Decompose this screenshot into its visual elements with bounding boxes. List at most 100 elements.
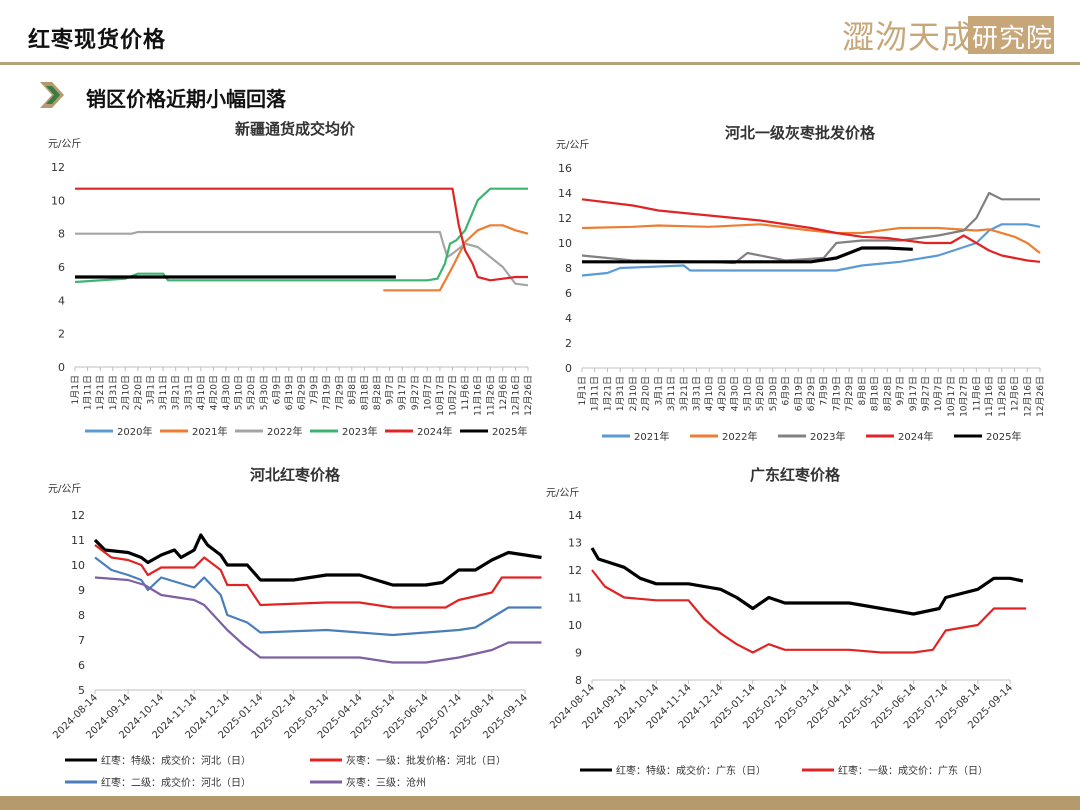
x-tick-label: 3月1日	[653, 376, 664, 405]
legend-label: 红枣：特级：成交价：广东（日）	[616, 764, 766, 777]
y-tick-label: 6	[565, 287, 572, 300]
y-tick-label: 8	[575, 674, 582, 687]
y-tick-label: 2	[565, 337, 572, 350]
x-tick-label: 5月10日	[234, 375, 245, 410]
chevron-right-icon	[40, 82, 64, 108]
x-tick-label: 10月17日	[435, 375, 446, 416]
x-tick-label: 9月7日	[385, 375, 396, 404]
x-tick-label: 5月20日	[246, 375, 257, 410]
series-line	[383, 224, 529, 292]
y-tick-label: 0	[565, 362, 572, 375]
x-tick-label: 4月10日	[196, 375, 207, 410]
x-tick-label: 1月21日	[602, 376, 613, 411]
y-tick-label: 14	[568, 509, 582, 522]
x-tick-label: 1月31日	[108, 375, 119, 410]
y-tick-label: 8	[565, 262, 572, 275]
legend-label: 2021年	[192, 425, 227, 438]
x-tick-label: 12月6日	[498, 375, 509, 410]
x-tick-label: 9月27日	[921, 376, 932, 411]
page-title: 红枣现货价格	[28, 28, 167, 53]
chart-guangdong-red-jujube-price-svg: 广东红枣价格元/公斤8910111213142024-08-142024-09-…	[546, 466, 1027, 777]
x-tick-label: 7月9日	[819, 376, 830, 405]
x-tick-label: 11月26日	[485, 375, 496, 416]
series-line	[590, 547, 1024, 616]
legend-label: 2021年	[634, 430, 669, 443]
x-tick-label: 7月29日	[844, 376, 855, 411]
y-tick-label: 13	[568, 537, 582, 550]
x-tick-label: 5月30日	[259, 375, 270, 410]
x-tick-label: 11月6日	[971, 376, 982, 411]
x-tick-label: 2月10日	[120, 375, 131, 410]
x-tick-label: 6月29日	[806, 376, 817, 411]
x-tick-label: 3月11日	[666, 376, 677, 411]
legend-label: 2023年	[342, 425, 377, 438]
x-tick-label: 12月6日	[1010, 376, 1021, 411]
x-tick-label: 10月17日	[946, 376, 957, 417]
chart-hebei-grey-jujube-price: 河北一级灰枣批发价格 元/公斤 0 2 4 6 8 10 12 14 16 1月1日 1月11日 1月21…	[550, 118, 1050, 458]
y-tick-label: 4	[565, 312, 572, 325]
series-line	[591, 569, 1027, 654]
y-tick-label: 9	[575, 647, 582, 660]
legend-label: 2024年	[417, 425, 452, 438]
x-tick-label: 11月16日	[473, 375, 484, 416]
x-tick-label: 1月1日	[577, 376, 588, 405]
y-tick-label: 5	[78, 684, 85, 697]
legend-label: 红枣：一级：成交价：广东（日）	[838, 764, 988, 777]
y-tick-label: 12	[51, 161, 65, 174]
x-tick-label: 6月29日	[297, 375, 308, 410]
x-tick-label: 1月31日	[615, 376, 626, 411]
legend-label: 2025年	[492, 425, 527, 438]
y-axis-unit: 元/公斤	[546, 487, 579, 499]
x-tick-label: 1月21日	[95, 375, 106, 410]
x-tick-label: 5月10日	[742, 376, 753, 411]
y-axis-unit: 元/公斤	[556, 139, 589, 151]
legend-label: 灰枣：一级：批发价格：河北（日）	[346, 754, 506, 767]
footer-bar	[0, 796, 1080, 810]
x-tick-label: 4月30日	[221, 375, 232, 410]
y-tick-label: 10	[51, 194, 65, 207]
y-tick-label: 6	[78, 659, 85, 672]
x-tick-label: 3月1日	[146, 375, 157, 404]
chart-title: 河北红枣价格	[250, 466, 341, 484]
x-tick-label: 9月7日	[895, 376, 906, 405]
x-tick-label: 7月19日	[322, 375, 333, 410]
x-tick-label: 3月31日	[692, 376, 703, 411]
x-tick-label: 11月16日	[984, 376, 995, 417]
legend-label: 2024年	[898, 430, 933, 443]
y-tick-label: 7	[78, 634, 85, 647]
y-tick-label: 12	[568, 564, 582, 577]
x-tick-label: 9月17日	[908, 376, 919, 411]
x-tick-label: 4月20日	[208, 375, 219, 410]
x-tick-label: 6月9日	[271, 375, 282, 404]
x-tick-label: 3月11日	[158, 375, 169, 410]
y-tick-label: 11	[71, 534, 85, 547]
x-tick-label: 10月27日	[959, 376, 970, 417]
chart-hebei-red-jujube-price: 河北红枣价格 元/公斤 5 6 7 8 9 10 11 12 2024-08-14 2024-09-1…	[40, 460, 550, 796]
x-tick-label: 4月10日	[704, 376, 715, 411]
series-line	[74, 187, 528, 284]
y-tick-label: 6	[58, 261, 65, 274]
legend-label: 2023年	[810, 430, 845, 443]
logo-text: 澀沕天成	[842, 18, 975, 56]
x-tick-label: 10月7日	[422, 375, 433, 410]
x-tick-label: 7月19日	[831, 376, 842, 411]
legend-label: 2025年	[986, 430, 1021, 443]
header: 红枣现货价格 澀沕天成 研究院	[0, 0, 1080, 62]
y-tick-label: 16	[558, 162, 572, 175]
y-tick-label: 11	[568, 592, 582, 605]
y-tick-label: 12	[71, 509, 85, 522]
chart-hebei-red-jujube-price-svg: 河北红枣价格元/公斤567891011122024-08-142024-09-1…	[48, 466, 542, 789]
x-tick-label: 12月16日	[1022, 376, 1033, 417]
x-tick-label: 3月21日	[171, 375, 182, 410]
y-tick-label: 9	[78, 584, 85, 597]
x-tick-label: 5月20日	[755, 376, 766, 411]
legend-label: 2020年	[117, 425, 152, 438]
legend-label: 2022年	[722, 430, 757, 443]
series-line	[75, 187, 528, 282]
series-line	[582, 246, 913, 264]
y-tick-label: 10	[558, 237, 572, 250]
y-tick-label: 14	[558, 187, 572, 200]
x-tick-label: 3月31日	[183, 375, 194, 410]
x-tick-label: 4月20日	[717, 376, 728, 411]
